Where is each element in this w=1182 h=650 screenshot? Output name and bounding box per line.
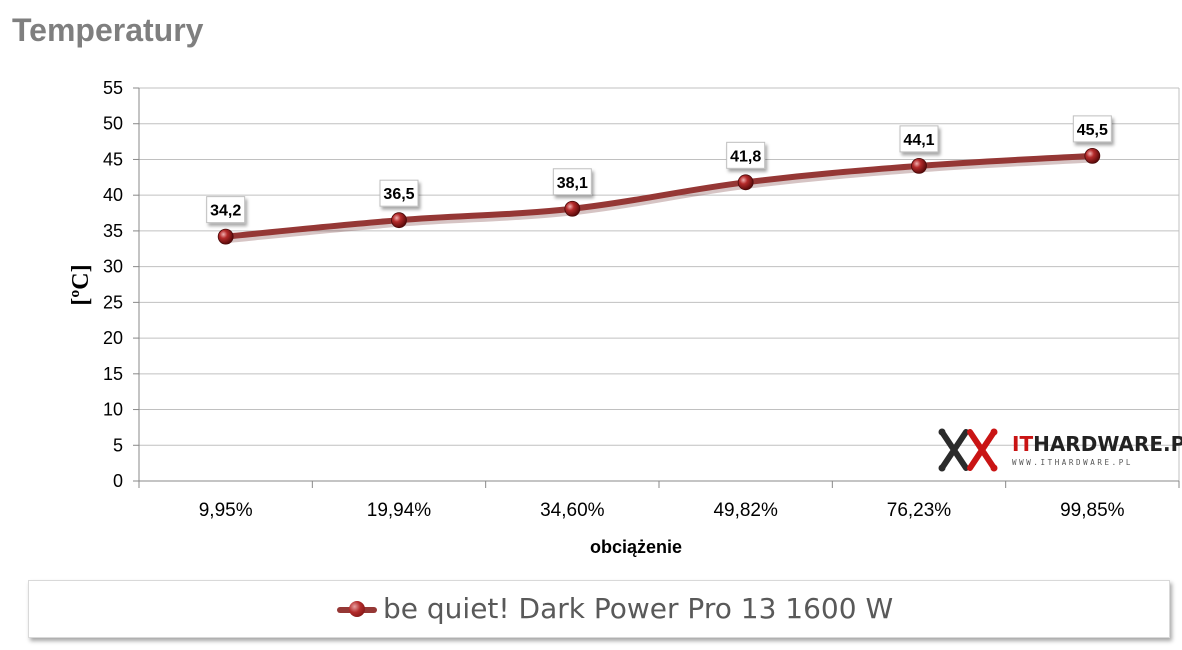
y-tick-label: 15 [103,364,123,384]
y-tick-label: 50 [103,114,123,134]
x-tick-label: 34,60% [540,500,605,521]
y-tick-label: 35 [103,221,123,241]
data-label: 38,1 [557,175,588,192]
chart-legend: be quiet! Dark Power Pro 13 1600 W [28,580,1170,638]
data-label-box [206,196,246,224]
y-tick-label: 55 [103,78,123,98]
series-line-shadow [226,155,1094,244]
data-label: 44,1 [903,132,934,149]
data-point [1084,147,1101,164]
y-axis-ticks: 0 5 10 15 20 25 30 35 40 45 50 55 [103,78,123,491]
x-tick-label: 49,82% [713,500,778,521]
data-label: 45,5 [1077,122,1108,139]
data-point [391,212,407,229]
data-label-box [899,125,939,153]
chart-title: Temperatury [12,12,204,48]
logo-wordmark: ITHARDWARE.PL [1012,432,1182,456]
ithardware-x-icon [938,428,998,472]
y-tick-label: 30 [103,257,123,277]
data-label-box [726,141,766,169]
data-label-box [379,179,419,207]
data-point [564,200,581,217]
x-tick-label: 99,85% [1060,500,1125,521]
x-tick-label: 76,23% [887,500,952,521]
y-tick-label: 40 [103,185,123,205]
y-tick-label: 5 [113,435,123,455]
series-lines [222,152,1096,244]
y-tick-label: 25 [103,292,123,312]
y-tick-label: 45 [103,149,123,169]
data-point [737,174,754,191]
data-labels: 34,2 36,5 38,1 41,8 44,1 45,5 [206,115,1112,224]
data-points [217,147,1101,245]
x-axis-ticks: 9,95% 19,94% 34,60% 49,82% 76,23% 99,85% [199,500,1125,521]
data-label: 36,5 [383,186,414,203]
data-point [911,157,927,174]
logo-url: WWW.ITHARDWARE.PL [1012,458,1133,467]
y-tick-label: 10 [103,400,123,420]
y-tick-label: 20 [103,328,123,348]
x-axis-label: obciążenie [590,537,682,557]
x-tick-label: 9,95% [199,500,253,521]
ithardware-logo: ITHARDWARE.PL WWW.ITHARDWARE.PL [936,428,1182,474]
data-label-box [1072,115,1112,143]
x-tick-label: 19,94% [367,500,432,521]
data-label: 34,2 [210,203,241,220]
data-point [217,228,234,245]
series-line [222,152,1096,240]
y-tick-label: 0 [113,471,123,491]
data-label-box [552,168,592,196]
legend-marker [349,601,365,617]
data-label: 41,8 [730,148,761,165]
legend-series-name: be quiet! Dark Power Pro 13 1600 W [383,592,894,625]
y-axis-label: [ºC] [68,264,94,305]
